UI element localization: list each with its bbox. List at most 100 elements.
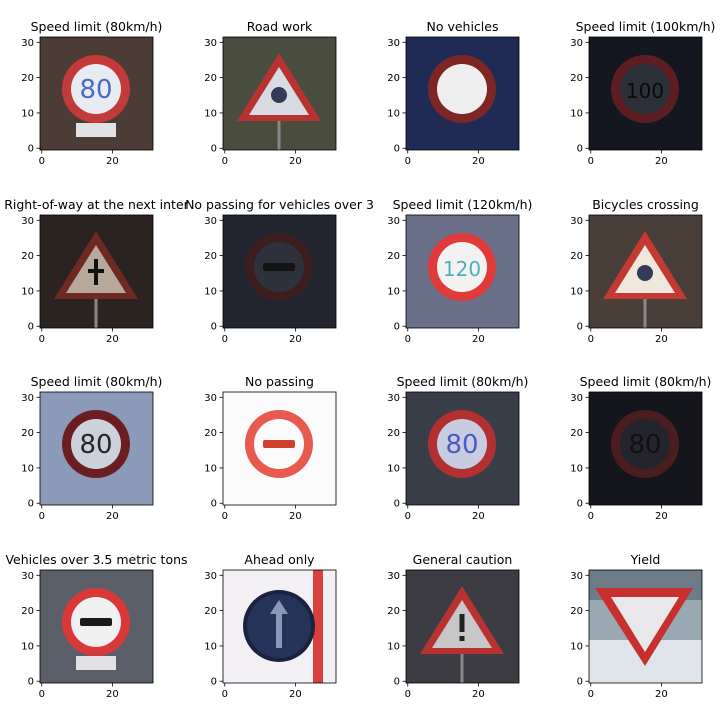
sign-image: 80	[406, 392, 519, 505]
y-tick-label: 10	[204, 641, 217, 652]
y-tick-label: 30	[21, 216, 34, 227]
sign-number: 80	[79, 430, 112, 460]
x-tick-label: 20	[472, 156, 485, 167]
x-tick-label: 20	[472, 511, 485, 522]
x-tick-label: 0	[405, 334, 411, 345]
subplot-title: Speed limit (120km/h)	[393, 197, 533, 212]
y-tick-label: 30	[21, 571, 34, 582]
y-tick-label: 30	[570, 393, 583, 404]
subplot: Speed limit (100km/h)10001020300 20	[570, 19, 715, 167]
y-tick-label: 20	[21, 606, 34, 617]
y-tick-label: 20	[204, 73, 217, 84]
x-tick-label: 0	[222, 156, 228, 167]
y-tick-label: 0	[394, 499, 400, 510]
y-tick-label: 20	[387, 73, 400, 84]
y-tick-label: 20	[387, 428, 400, 439]
sign-image	[40, 570, 153, 683]
x-tick-label: 0	[222, 689, 228, 700]
y-tick-label: 20	[21, 73, 34, 84]
subplot: Right-of-way at the next inter01020300 20	[4, 197, 189, 345]
x-tick-label: 0	[588, 511, 594, 522]
x-tick-label: 20	[655, 689, 668, 700]
x-tick-label: 0	[405, 511, 411, 522]
x-tick-label: 0	[588, 156, 594, 167]
sign-number: 120	[443, 257, 481, 281]
y-tick-label: 30	[387, 393, 400, 404]
subplot: Vehicles over 3.5 metric tons01020300 20	[5, 552, 187, 700]
x-tick-label: 20	[289, 511, 302, 522]
x-tick-label: 20	[289, 689, 302, 700]
subplot: Bicycles crossing 0 10 20 30 0 20	[570, 197, 702, 345]
x-tick-label: 20	[106, 511, 119, 522]
subplot-title: Speed limit (80km/h)	[580, 374, 712, 389]
sign-symbol	[271, 87, 287, 103]
sign-symbol	[263, 440, 295, 448]
sign-image: 120	[406, 215, 519, 328]
x-tick-label: 20	[655, 156, 668, 167]
subplot: Speed limit (80km/h) 80 0 10 20 30 0 20	[21, 19, 162, 167]
y-tick-label: 20	[570, 73, 583, 84]
x-tick-label: 0	[405, 156, 411, 167]
x-tick-label: 20	[106, 689, 119, 700]
sign-post	[461, 652, 464, 692]
y-tick-label: 30	[570, 571, 583, 582]
y-tick-label: 20	[204, 428, 217, 439]
subplot-title: Ahead only	[244, 552, 315, 567]
y-tick-label: 10	[570, 641, 583, 652]
y-tick-label: 0	[577, 499, 583, 510]
y-tick-label: 0	[28, 144, 34, 155]
y-tick-label: 30	[387, 571, 400, 582]
y-tick-label: 0	[28, 677, 34, 688]
sign-image: 80	[40, 392, 153, 505]
sign-post	[278, 119, 281, 159]
subplot-title: Road work	[247, 19, 313, 34]
y-tick-label: 10	[570, 286, 583, 297]
subplot: Speed limit (80km/h) 80 0 10 20 30 0 20	[21, 374, 162, 522]
y-tick-label: 0	[211, 677, 217, 688]
subplot-title: No passing	[245, 374, 314, 389]
x-tick-label: 0	[405, 689, 411, 700]
y-tick-label: 0	[577, 677, 583, 688]
y-tick-label: 10	[570, 463, 583, 474]
subplot-title: Speed limit (100km/h)	[576, 19, 716, 34]
subplot-title: Bicycles crossing	[592, 197, 699, 212]
y-tick-label: 0	[577, 322, 583, 333]
subplot-title: No vehicles	[426, 19, 498, 34]
sign-image	[589, 570, 702, 683]
sign-image	[589, 215, 702, 337]
y-tick-label: 10	[204, 108, 217, 119]
sign-number: 100	[626, 79, 664, 103]
y-tick-label: 0	[211, 322, 217, 333]
sign-number: 80	[79, 75, 112, 105]
subplot-title: Right-of-way at the next inter	[4, 197, 189, 212]
y-tick-label: 30	[204, 571, 217, 582]
y-tick-label: 30	[570, 216, 583, 227]
y-tick-label: 20	[204, 251, 217, 262]
sign-symbol	[460, 636, 465, 641]
x-tick-label: 0	[39, 156, 45, 167]
subplot: No passing for vehicles over 3 0 10 20 30 0 20	[185, 197, 374, 345]
y-tick-label: 20	[387, 251, 400, 262]
y-tick-label: 10	[21, 463, 34, 474]
subplot: Speed limit (80km/h) 80 0 10 20 30 0 20	[570, 374, 711, 522]
sign-image	[406, 37, 519, 150]
subplot-title: General caution	[413, 552, 513, 567]
sign-image	[223, 392, 336, 505]
x-tick-label: 20	[655, 511, 668, 522]
y-tick-label: 20	[570, 251, 583, 262]
sign-post	[95, 297, 98, 337]
y-tick-label: 30	[21, 393, 34, 404]
x-tick-label: 20	[289, 334, 302, 345]
sign-image: 100	[589, 37, 702, 150]
sign-image	[406, 570, 519, 692]
x-tick-label: 20	[655, 334, 668, 345]
x-tick-label: 0	[588, 689, 594, 700]
subplot-title: Vehicles over 3.5 metric tons	[5, 552, 187, 567]
sign-image	[223, 37, 336, 159]
y-tick-label: 20	[21, 428, 34, 439]
subplot: No passing 0 10 20 30 0 20	[204, 374, 336, 522]
subplot: General caution 0 10 20 30 0 20	[387, 552, 519, 700]
sign-number: 80	[445, 430, 478, 460]
subplot: No vehicles01020300 20	[387, 19, 519, 167]
x-tick-label: 20	[472, 689, 485, 700]
